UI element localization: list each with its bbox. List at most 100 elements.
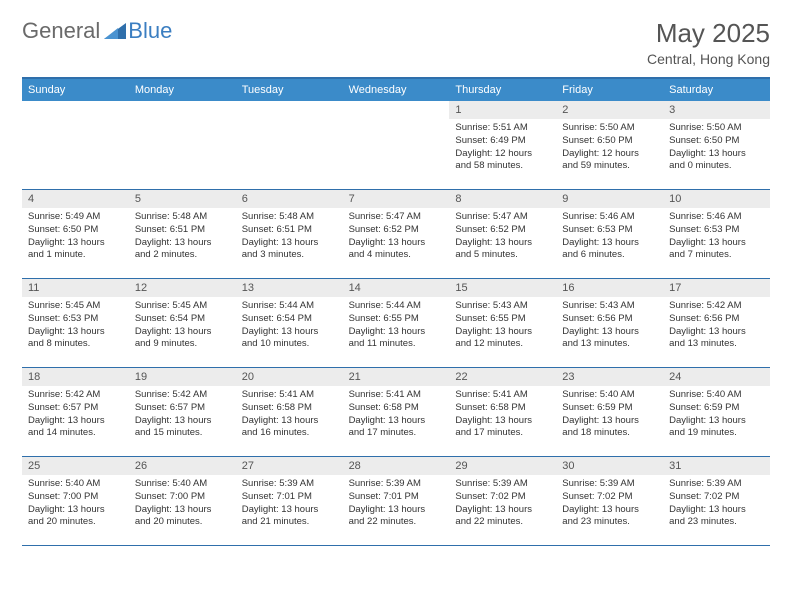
day-header: Wednesday (343, 79, 450, 101)
day-details: Sunrise: 5:40 AMSunset: 6:59 PMDaylight:… (556, 386, 663, 446)
daylight-text: Daylight: 13 hours and 23 minutes. (669, 504, 764, 530)
daylight-text: Daylight: 13 hours and 14 minutes. (28, 415, 123, 441)
daylight-text: Daylight: 13 hours and 9 minutes. (135, 326, 230, 352)
day-details: Sunrise: 5:41 AMSunset: 6:58 PMDaylight:… (343, 386, 450, 446)
sunset-text: Sunset: 6:51 PM (135, 224, 230, 237)
sunrise-text: Sunrise: 5:48 AM (135, 211, 230, 224)
day-details: Sunrise: 5:48 AMSunset: 6:51 PMDaylight:… (236, 208, 343, 268)
day-headers-row: Sunday Monday Tuesday Wednesday Thursday… (22, 79, 770, 101)
day-number: 10 (663, 190, 770, 208)
sunrise-text: Sunrise: 5:39 AM (349, 478, 444, 491)
sunrise-text: Sunrise: 5:44 AM (349, 300, 444, 313)
sunrise-text: Sunrise: 5:46 AM (562, 211, 657, 224)
daylight-text: Daylight: 13 hours and 12 minutes. (455, 326, 550, 352)
sunset-text: Sunset: 7:00 PM (135, 491, 230, 504)
day-details: Sunrise: 5:50 AMSunset: 6:50 PMDaylight:… (556, 119, 663, 179)
sunset-text: Sunset: 6:58 PM (242, 402, 337, 415)
day-number: 14 (343, 279, 450, 297)
day-details: Sunrise: 5:43 AMSunset: 6:55 PMDaylight:… (449, 297, 556, 357)
sunset-text: Sunset: 6:56 PM (562, 313, 657, 326)
day-details: Sunrise: 5:49 AMSunset: 6:50 PMDaylight:… (22, 208, 129, 268)
sunrise-text: Sunrise: 5:41 AM (349, 389, 444, 402)
sunset-text: Sunset: 6:50 PM (562, 135, 657, 148)
day-details: Sunrise: 5:44 AMSunset: 6:55 PMDaylight:… (343, 297, 450, 357)
logo: General Blue (22, 18, 172, 44)
daylight-text: Daylight: 13 hours and 23 minutes. (562, 504, 657, 530)
day-number (343, 101, 450, 107)
daylight-text: Daylight: 12 hours and 58 minutes. (455, 148, 550, 174)
calendar-cell: 1Sunrise: 5:51 AMSunset: 6:49 PMDaylight… (449, 101, 556, 189)
day-number: 2 (556, 101, 663, 119)
calendar-cell: 18Sunrise: 5:42 AMSunset: 6:57 PMDayligh… (22, 368, 129, 456)
calendar-week: 11Sunrise: 5:45 AMSunset: 6:53 PMDayligh… (22, 279, 770, 368)
calendar-cell: 5Sunrise: 5:48 AMSunset: 6:51 PMDaylight… (129, 190, 236, 278)
day-number: 4 (22, 190, 129, 208)
sunset-text: Sunset: 6:58 PM (455, 402, 550, 415)
calendar-cell: 25Sunrise: 5:40 AMSunset: 7:00 PMDayligh… (22, 457, 129, 545)
sunset-text: Sunset: 6:51 PM (242, 224, 337, 237)
day-number (236, 101, 343, 107)
day-number: 28 (343, 457, 450, 475)
sunrise-text: Sunrise: 5:39 AM (242, 478, 337, 491)
calendar-cell: 26Sunrise: 5:40 AMSunset: 7:00 PMDayligh… (129, 457, 236, 545)
daylight-text: Daylight: 13 hours and 0 minutes. (669, 148, 764, 174)
sunrise-text: Sunrise: 5:46 AM (669, 211, 764, 224)
day-number: 1 (449, 101, 556, 119)
sunrise-text: Sunrise: 5:47 AM (455, 211, 550, 224)
sunset-text: Sunset: 6:52 PM (349, 224, 444, 237)
calendar-cell: 16Sunrise: 5:43 AMSunset: 6:56 PMDayligh… (556, 279, 663, 367)
day-number: 12 (129, 279, 236, 297)
day-number: 18 (22, 368, 129, 386)
day-header: Friday (556, 79, 663, 101)
day-details: Sunrise: 5:39 AMSunset: 7:01 PMDaylight:… (343, 475, 450, 535)
daylight-text: Daylight: 13 hours and 21 minutes. (242, 504, 337, 530)
calendar-cell: 27Sunrise: 5:39 AMSunset: 7:01 PMDayligh… (236, 457, 343, 545)
day-number: 30 (556, 457, 663, 475)
calendar-cell: 13Sunrise: 5:44 AMSunset: 6:54 PMDayligh… (236, 279, 343, 367)
logo-triangle-icon (104, 23, 126, 39)
daylight-text: Daylight: 13 hours and 17 minutes. (349, 415, 444, 441)
day-details: Sunrise: 5:39 AMSunset: 7:02 PMDaylight:… (556, 475, 663, 535)
day-number: 19 (129, 368, 236, 386)
location: Central, Hong Kong (647, 51, 770, 67)
sunrise-text: Sunrise: 5:39 AM (562, 478, 657, 491)
day-number (22, 101, 129, 107)
day-details: Sunrise: 5:50 AMSunset: 6:50 PMDaylight:… (663, 119, 770, 179)
daylight-text: Daylight: 13 hours and 18 minutes. (562, 415, 657, 441)
calendar-cell: 30Sunrise: 5:39 AMSunset: 7:02 PMDayligh… (556, 457, 663, 545)
daylight-text: Daylight: 13 hours and 17 minutes. (455, 415, 550, 441)
day-details: Sunrise: 5:45 AMSunset: 6:53 PMDaylight:… (22, 297, 129, 357)
day-number: 6 (236, 190, 343, 208)
calendar-week: 18Sunrise: 5:42 AMSunset: 6:57 PMDayligh… (22, 368, 770, 457)
sunrise-text: Sunrise: 5:47 AM (349, 211, 444, 224)
calendar-cell: 7Sunrise: 5:47 AMSunset: 6:52 PMDaylight… (343, 190, 450, 278)
day-header: Monday (129, 79, 236, 101)
day-number: 29 (449, 457, 556, 475)
daylight-text: Daylight: 13 hours and 6 minutes. (562, 237, 657, 263)
sunrise-text: Sunrise: 5:43 AM (455, 300, 550, 313)
day-number: 17 (663, 279, 770, 297)
day-details: Sunrise: 5:41 AMSunset: 6:58 PMDaylight:… (449, 386, 556, 446)
day-details: Sunrise: 5:41 AMSunset: 6:58 PMDaylight:… (236, 386, 343, 446)
calendar-cell (236, 101, 343, 189)
calendar-cell: 21Sunrise: 5:41 AMSunset: 6:58 PMDayligh… (343, 368, 450, 456)
daylight-text: Daylight: 13 hours and 22 minutes. (455, 504, 550, 530)
sunrise-text: Sunrise: 5:42 AM (669, 300, 764, 313)
day-number: 21 (343, 368, 450, 386)
calendar-cell: 2Sunrise: 5:50 AMSunset: 6:50 PMDaylight… (556, 101, 663, 189)
daylight-text: Daylight: 13 hours and 2 minutes. (135, 237, 230, 263)
sunrise-text: Sunrise: 5:43 AM (562, 300, 657, 313)
sunrise-text: Sunrise: 5:41 AM (242, 389, 337, 402)
sunrise-text: Sunrise: 5:40 AM (562, 389, 657, 402)
day-number: 20 (236, 368, 343, 386)
sunset-text: Sunset: 6:50 PM (28, 224, 123, 237)
sunrise-text: Sunrise: 5:40 AM (28, 478, 123, 491)
calendar-cell: 24Sunrise: 5:40 AMSunset: 6:59 PMDayligh… (663, 368, 770, 456)
sunset-text: Sunset: 6:52 PM (455, 224, 550, 237)
day-number: 9 (556, 190, 663, 208)
day-number: 3 (663, 101, 770, 119)
sunrise-text: Sunrise: 5:49 AM (28, 211, 123, 224)
day-details: Sunrise: 5:46 AMSunset: 6:53 PMDaylight:… (663, 208, 770, 268)
sunrise-text: Sunrise: 5:48 AM (242, 211, 337, 224)
sunrise-text: Sunrise: 5:40 AM (135, 478, 230, 491)
